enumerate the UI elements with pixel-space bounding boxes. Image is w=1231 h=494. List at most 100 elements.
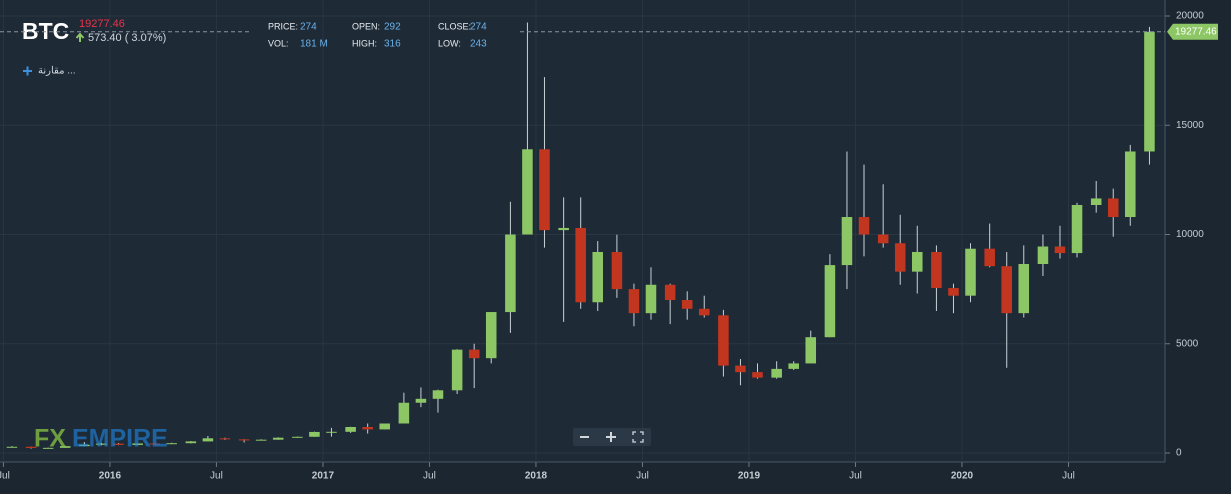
candle-body xyxy=(1037,246,1049,264)
candle-body xyxy=(379,423,390,430)
candle-body xyxy=(1125,151,1136,218)
x-tick-label: 2017 xyxy=(312,471,335,482)
candle-body xyxy=(788,363,799,369)
candle-body xyxy=(6,446,18,448)
candle-body xyxy=(1001,266,1012,314)
candle-body xyxy=(931,251,942,289)
candle-body xyxy=(1018,263,1030,314)
candle-body xyxy=(611,251,623,290)
candle-body xyxy=(326,431,337,433)
stat-value: 274 xyxy=(300,22,317,33)
candle-body xyxy=(1144,31,1155,152)
y-axis-panel xyxy=(1165,0,1231,494)
candle-body xyxy=(558,227,569,231)
price-tag xyxy=(1167,23,1218,40)
stat-value: 274 xyxy=(470,22,487,33)
candle-body xyxy=(858,217,870,235)
candle-body xyxy=(735,365,746,373)
stat-label: PRICE: xyxy=(268,21,298,31)
x-tick-label: Jul xyxy=(636,471,649,482)
zoom-controls xyxy=(573,428,651,446)
x-tick-label: Jul xyxy=(423,471,436,482)
stat-value: 243 xyxy=(470,39,487,50)
candle-body xyxy=(345,426,356,432)
y-tick-label: 15000 xyxy=(1176,120,1204,131)
candle-body xyxy=(113,443,124,445)
candle-body xyxy=(628,289,640,314)
candle-body xyxy=(451,349,463,391)
candle-body xyxy=(309,431,320,437)
fullscreen[interactable] xyxy=(632,431,644,443)
candle-body xyxy=(752,372,763,378)
candle-body xyxy=(185,441,197,444)
candle-body xyxy=(292,436,303,438)
candle-body xyxy=(592,251,604,303)
candle-body xyxy=(841,217,853,266)
candle-body xyxy=(824,265,836,338)
x-tick-label: 2020 xyxy=(951,471,974,482)
candle-body xyxy=(398,402,410,424)
x-tick-label: Jul xyxy=(1062,471,1075,482)
x-tick-label: Jul xyxy=(0,471,10,482)
candle-body xyxy=(149,443,160,445)
compare[interactable]: مقارنة ... xyxy=(38,66,76,77)
candle-body xyxy=(894,243,906,272)
candle-body xyxy=(645,284,657,314)
x-tick-label: Jul xyxy=(210,471,223,482)
candle-body xyxy=(272,437,284,440)
y-tick-label: 20000 xyxy=(1176,11,1204,22)
candle-body xyxy=(166,443,177,445)
candle-body xyxy=(911,251,923,272)
stat-label: VOL: xyxy=(268,38,289,48)
y-tick-label: 10000 xyxy=(1176,229,1204,240)
stat-label: OPEN: xyxy=(352,21,380,31)
candle-body xyxy=(965,248,976,296)
candle-body xyxy=(698,308,710,316)
candle-body xyxy=(42,447,54,449)
zoom-in[interactable] xyxy=(606,432,616,442)
candle-body xyxy=(79,444,90,447)
candle-body xyxy=(1071,205,1083,254)
candle-body xyxy=(202,438,214,442)
x-tick-label: 2019 xyxy=(738,471,761,482)
watermark-empire: EMPIRE xyxy=(72,425,168,453)
y-tick-label: 0 xyxy=(1176,448,1182,459)
stat-value: 316 xyxy=(384,39,401,50)
y-tick-label: 5000 xyxy=(1176,338,1199,349)
candle-body xyxy=(362,426,373,430)
candle-body xyxy=(1107,198,1119,218)
candle-body xyxy=(771,368,782,378)
stat-label: LOW: xyxy=(438,38,461,48)
up-arrow xyxy=(75,32,85,42)
candle-body xyxy=(96,443,107,445)
x-tick-label: Jul xyxy=(849,471,862,482)
candle-body xyxy=(132,443,143,445)
candle-body xyxy=(415,398,427,403)
candle-body xyxy=(219,438,231,440)
candle-body xyxy=(468,349,480,359)
candle-body xyxy=(681,300,693,309)
candle-body xyxy=(1054,246,1066,254)
candle-body xyxy=(505,234,516,313)
price: 19277.46 xyxy=(79,18,125,30)
x-tick-label: 2016 xyxy=(99,471,122,482)
candle-body xyxy=(238,439,250,441)
candle-body xyxy=(664,284,676,301)
stat-label: HIGH: xyxy=(352,38,377,48)
candle-body xyxy=(984,248,995,267)
compare-plus[interactable] xyxy=(23,66,32,76)
stat-label: CLOSE: xyxy=(438,21,471,31)
x-tick-label: 2018 xyxy=(525,471,548,482)
change: 573.40 ( 3.07%) xyxy=(88,32,166,44)
candle-body xyxy=(718,315,729,366)
symbol: BTC xyxy=(22,18,69,44)
candle-body xyxy=(59,446,71,448)
candle-body xyxy=(805,337,817,364)
candle-body xyxy=(1090,198,1102,206)
candle-body xyxy=(539,149,550,231)
candle-body xyxy=(877,234,889,244)
candle-body xyxy=(948,288,959,296)
candle-body xyxy=(25,446,37,448)
